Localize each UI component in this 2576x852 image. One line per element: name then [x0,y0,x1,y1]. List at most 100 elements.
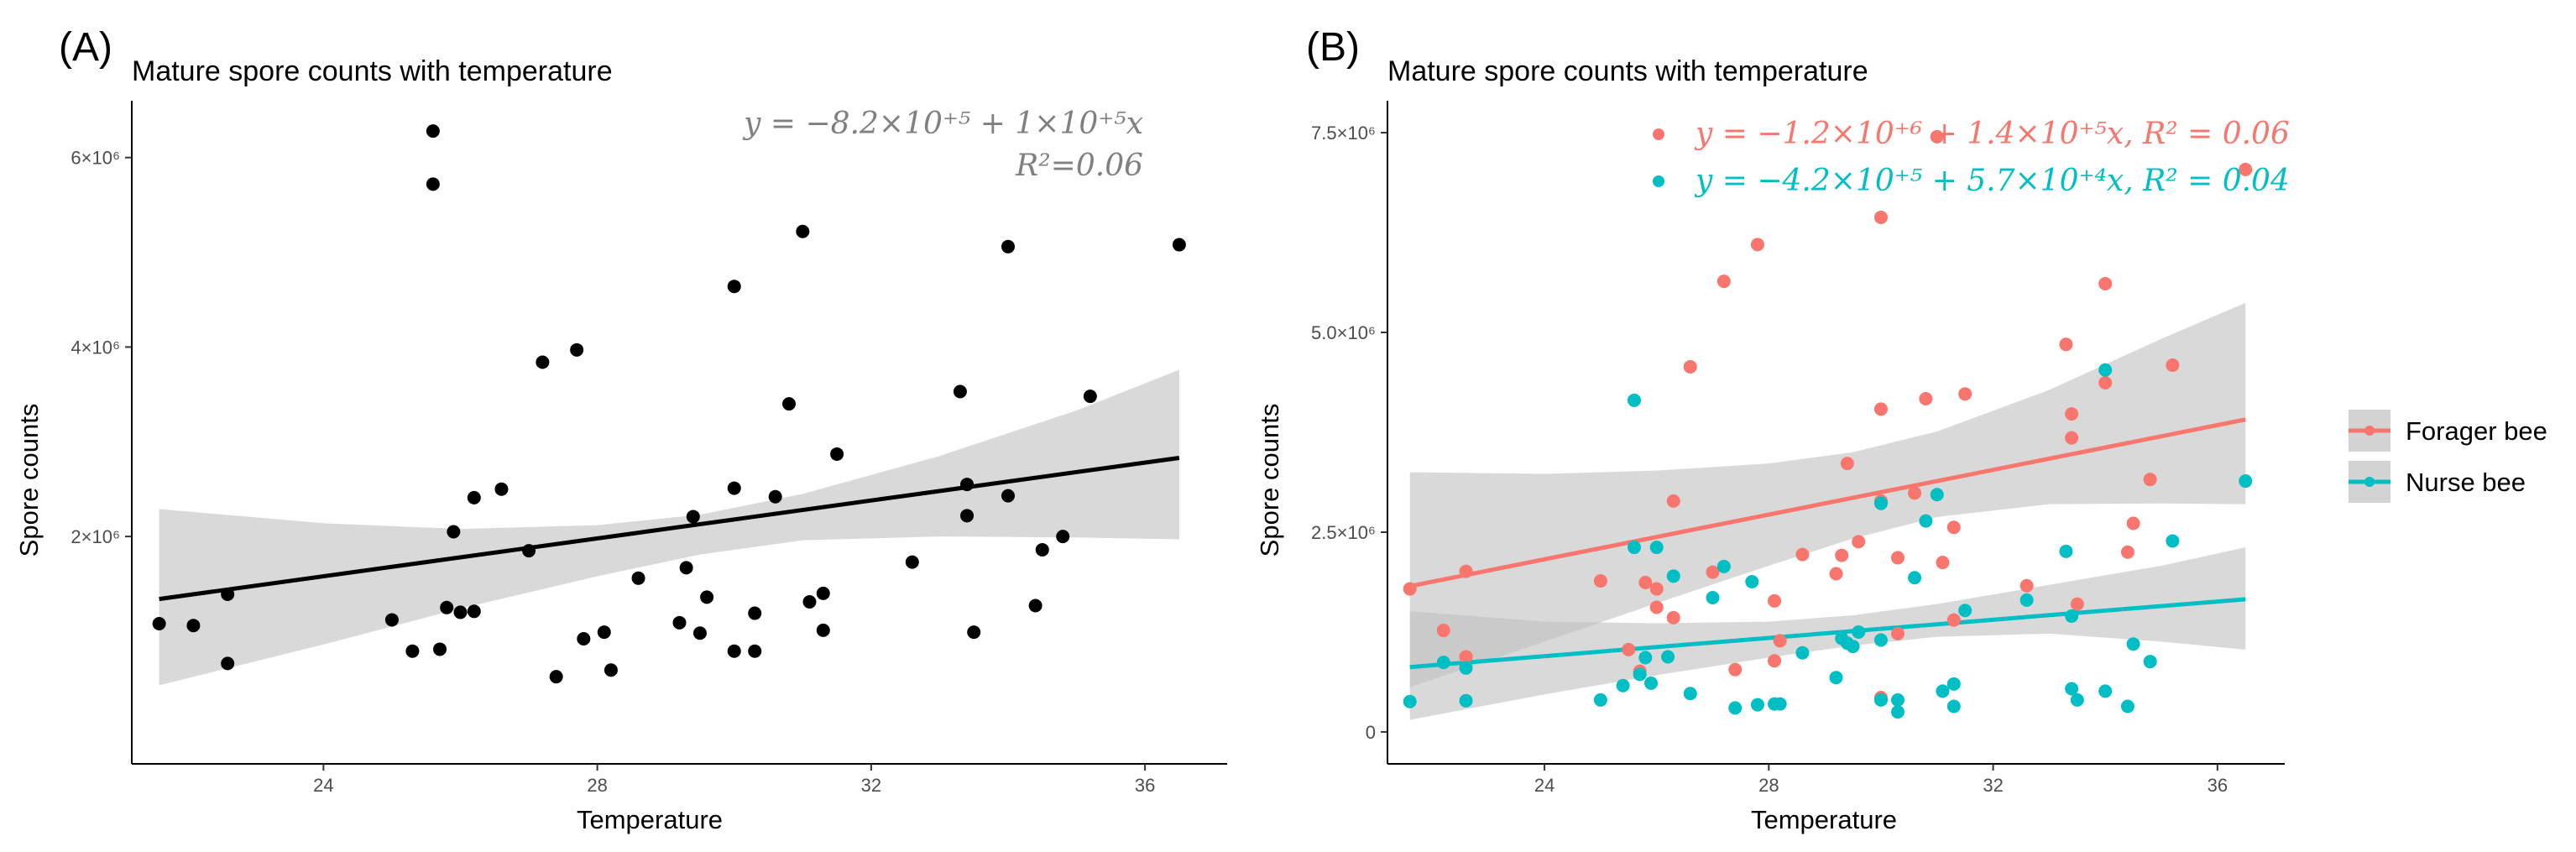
panel-a-series-0-point [1035,542,1049,557]
panel-a-series-0-point [967,625,981,640]
panel-a-series-0-point [577,632,591,646]
panel-a-y-axis-title: Spore counts [14,404,44,557]
panel-b-series-0-point [2239,162,2253,176]
panel-a-series-0-point [440,600,454,614]
panel-a-y-ticks: 2×10⁶ 4×10⁶ 6×10⁶ [71,148,132,547]
panel-a-x-tick-label: 24 [313,775,333,796]
panel-b-series-1-point [1661,650,1675,664]
panel-b-series-1-point [1890,693,1905,707]
panel-b-series-0-point [1459,564,1473,578]
panel-b-series-1-point [1633,667,1647,682]
panel-b-series-1-point [1436,656,1450,670]
panel-a-series-0-point [433,642,447,656]
panel-a-fit-line-group [159,455,1180,602]
panel-a-x-tick-label: 28 [587,775,607,796]
panel-b-series-0-point [2120,545,2134,559]
panel-b-series-1-point [2098,684,2113,698]
panel-b-equation-nurse: y = −4.2×10⁺⁵ + 5.7×10⁺⁴x, R² = 0.04 [1694,164,2290,198]
panel-b-series-0-point [2126,516,2140,531]
panel-b-series-0-point [1459,650,1473,664]
panel-b-equation-forager: y = −1.2×10⁺⁶ + 1.4×10⁺⁵x, R² = 0.06 [1694,117,2290,151]
panel-b-series-1-point [1638,651,1653,665]
panel-a-series-0-point [802,595,817,609]
panel-a-series-0-fit-line [159,455,1180,602]
panel-b-series-1-point [2143,655,2157,669]
panel-b-x-axis-title: Temperature [1751,805,1897,834]
panel-a-series-0-point [221,656,235,671]
legend-label-nurse: Nurse bee [2406,468,2526,497]
panel-b-series-0-point [2020,578,2034,593]
panel-b-series-0-point [1768,654,1782,668]
panel-a-series-0-point [748,644,762,658]
panel-a-series-0-point [597,625,611,640]
panel-a-series-0-point [727,481,741,495]
panel-b-series-1-point [1745,574,1759,588]
panel-a-y-tick-label: 6×10⁶ [71,148,120,169]
panel-a-y-tick-label: 2×10⁶ [71,526,120,547]
panel-b-series-0-point [1890,551,1905,565]
panel-a-series-0-point [426,124,440,139]
panel-a-series-0-point [905,555,919,569]
legend-key-nurse-point [2364,477,2375,487]
panel-a-series-0-point [1001,239,1015,254]
panel-a-series-0-point [953,384,967,399]
panel-b-series-1-point [1829,671,1843,685]
panel-b-series-0-point [1958,387,1972,401]
panel-b-equation-2-key [1653,175,1664,187]
panel-b-x-ticks: 24 28 32 36 [1534,764,2228,796]
panel-b-series-1-point [1666,569,1680,583]
panel-b-fit-lines [1409,417,2246,670]
panel-b-series-1-point [1593,693,1607,707]
panel-b-series-1-point [2098,363,2113,377]
panel-b-series-1-point [1683,687,1697,701]
panel-b-series-1-point [1919,514,1933,528]
panel-a-series-0-point [700,590,714,604]
panel-b-series-1-point [2070,693,2084,707]
panel-b-series-0-point [2065,407,2079,421]
panel-b: (B) Mature spore counts with temperature… [1255,25,2547,834]
panel-b-series-0-point [2065,431,2079,445]
panel-b-series-1-point [1930,488,1944,502]
panel-b-series-1-point [1728,701,1743,715]
panel-b-series-0-point [1649,582,1664,596]
panel-b-series-1-point [1649,541,1664,555]
panel-b-series-1-point [1773,697,1787,711]
panel-a-series-0-point [522,544,536,558]
panel-b-series-1-point [1846,640,1860,654]
panel-b-series-1-point [1873,633,1888,647]
panel-a: (A) Mature spore counts with temperature… [14,25,1227,834]
panel-a-series-0-point [467,604,481,619]
panel-a-series-0-point [1083,389,1097,404]
panel-b-series-0-fit-line [1409,417,2246,588]
panel-b-series-0-point [1908,486,1922,500]
panel-b-series-0-point [1829,567,1843,581]
panel-b-series-1-point [1706,591,1720,605]
panel-a-series-0-point [549,670,563,684]
panel-b-series-0-point [1890,626,1905,640]
legend: Forager bee Nurse bee [2349,410,2547,503]
panel-b-x-tick-label: 24 [1534,775,1554,796]
panel-a-series-0-point [686,510,700,524]
panel-a-x-ticks: 24 28 32 36 [313,764,1155,796]
panel-a-x-tick-label: 36 [1135,775,1155,796]
panel-b-series-0-point [1773,634,1787,648]
panel-b-y-tick-label: 2.5×10⁶ [1311,522,1376,543]
panel-b-series-0-point [1852,535,1866,549]
panel-b-series-0-point [1666,494,1680,508]
panel-a-series-0-point [186,619,201,633]
panel-b-series-1-point [1890,705,1905,719]
panel-b-letter: (B) [1306,25,1360,70]
panel-b-series-1-point [2020,593,2034,607]
panel-b-series-1-point [1627,393,1641,407]
panel-b-x-tick-label: 32 [1983,775,2003,796]
panel-b-series-1-point [1616,678,1630,693]
panel-b-series-0-point [2143,473,2157,487]
panel-a-equation: y = −8.2×10⁺⁵ + 1×10⁺⁵x R²=0.06 [742,107,1143,183]
panel-a-series-0-point [960,478,974,492]
panel-b-series-0-point [1436,624,1450,638]
panel-a-series-0-point [816,623,830,637]
panel-b-series-1-point [1459,693,1473,708]
panel-a-points [152,124,1186,684]
panel-a-series-0-point [748,606,762,620]
